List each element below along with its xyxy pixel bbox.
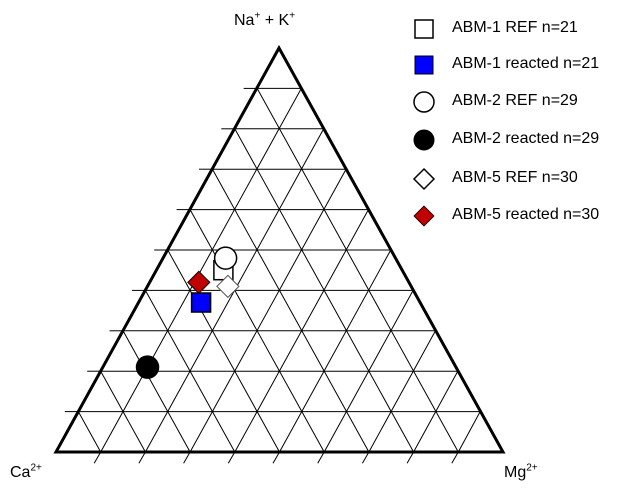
grid-lines <box>77 87 481 453</box>
tick-bottom-edge <box>361 451 370 464</box>
legend-item-abm2-reacted: ABM-2 reacted n=29 <box>406 127 638 153</box>
apex-label-right: Mg2+ <box>504 462 538 481</box>
tick-bottom-edge <box>272 451 280 464</box>
legend-item-abm2-ref: ABM-2 REF n=29 <box>406 89 638 115</box>
point-abm-2-ref <box>213 246 238 270</box>
legend-label: ABM-5 reacted n=30 <box>452 206 600 223</box>
grid-line-descending <box>212 168 370 453</box>
legend-marker-abm2-reacted <box>413 129 435 151</box>
legend-item-abm1-reacted: ABM-1 reacted n=21 <box>406 52 638 78</box>
grid-line-ascending <box>368 330 436 453</box>
tick-bottom-edge <box>93 451 102 464</box>
grid-line-ascending <box>279 249 392 453</box>
grid-line-descending <box>256 88 459 453</box>
legend-marker-abm5-reacted <box>413 205 435 227</box>
apex-label-left: Ca2+ <box>10 462 42 481</box>
legend-item-abm5-reacted: ABM-5 reacted n=30 <box>406 203 638 229</box>
legend-label: ABM-2 REF n=29 <box>452 92 578 109</box>
grid-line-ascending <box>189 168 347 453</box>
tick-bottom-edge <box>317 451 325 464</box>
grid-line-descending <box>234 128 415 453</box>
point-abm-5-ref <box>216 274 240 299</box>
point-abm-2-reacted <box>135 355 160 379</box>
legend-label: ABM-1 REF n=21 <box>452 19 578 36</box>
legend-label: ABM-1 reacted n=21 <box>452 55 600 72</box>
tick-bottom-edge <box>406 451 415 464</box>
grid-line-descending <box>167 249 280 453</box>
triangle-outline <box>53 44 506 454</box>
tick-bottom-edge <box>138 451 146 464</box>
tick-bottom-edge <box>227 451 236 464</box>
legend-marker-abm1-reacted <box>414 55 434 75</box>
tick-bottom-edge <box>183 451 191 464</box>
grid-line-ascending <box>457 411 481 453</box>
legend-marker-abm2-ref <box>413 91 435 113</box>
point-abm-1-reacted <box>190 292 212 313</box>
grid-line-descending <box>77 411 102 453</box>
data-points <box>135 246 240 379</box>
grid-line-descending <box>122 330 191 453</box>
legend-marker-abm1-ref <box>414 19 434 39</box>
legend-item-abm5-ref: ABM-5 REF n=30 <box>406 166 638 192</box>
grid-line-ascending <box>100 88 302 453</box>
legend-marker-abm5-ref <box>412 167 436 191</box>
legend-label: ABM-5 REF n=30 <box>452 169 578 186</box>
legend-item-abm1-ref: ABM-1 REF n=21 <box>406 16 638 42</box>
apex-label-top: Na+ + K+ <box>234 10 296 29</box>
tick-bottom-edge <box>451 451 459 464</box>
legend-label: ABM-2 reacted n=29 <box>452 130 600 147</box>
